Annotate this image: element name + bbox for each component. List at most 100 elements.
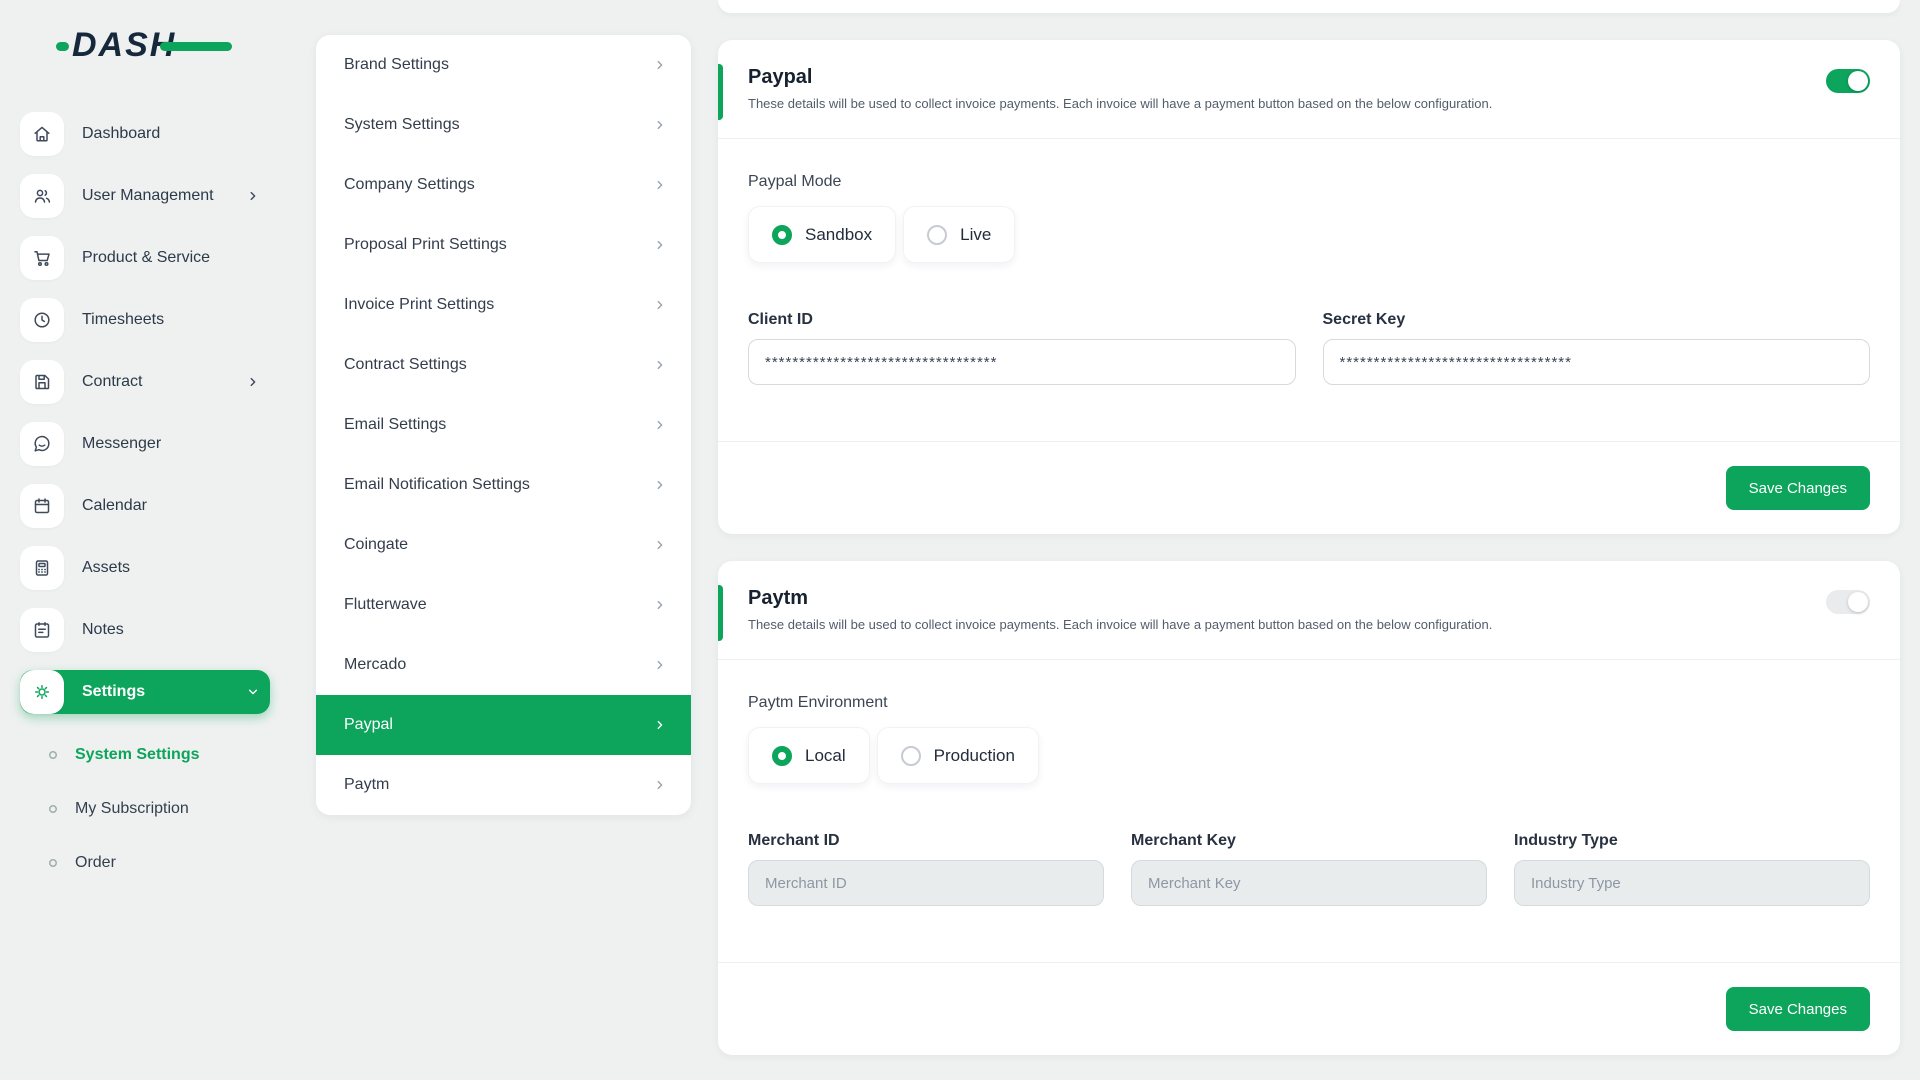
settings-menu-item-coingate[interactable]: Coingate <box>316 515 691 575</box>
sidebar-item-label: Contract <box>82 373 143 390</box>
industry-type-input[interactable] <box>1514 860 1870 906</box>
chevron-right-icon <box>653 478 667 492</box>
paytm-environment-local-option[interactable]: Local <box>748 727 870 784</box>
sidebar-subitem-label: Order <box>75 853 116 871</box>
paytm-panel-footer: Save Changes <box>718 963 1900 1055</box>
sidebar-item-user-management[interactable]: User Management <box>20 174 270 218</box>
client-id-field-group: Client ID <box>748 311 1296 385</box>
secret-key-field-group: Secret Key <box>1322 311 1870 385</box>
paytm-environment-label: Paytm Environment <box>748 694 888 711</box>
radio-selected-icon <box>772 224 792 245</box>
contract-icon <box>20 360 64 404</box>
app-logo[interactable]: DASH <box>56 26 232 66</box>
menu-item-label: Paytm <box>344 776 390 793</box>
sidebar-item-label: Product & Service <box>82 249 211 266</box>
cart-icon <box>20 236 64 280</box>
sidebar-item-messenger[interactable]: Messenger <box>20 422 270 466</box>
sidebar-item-label: Assets <box>82 559 131 576</box>
client-id-input[interactable] <box>748 339 1296 385</box>
paytm-save-button[interactable]: Save Changes <box>1725 987 1870 1031</box>
settings-menu-item-paypal[interactable]: Paypal <box>316 695 691 755</box>
home-icon <box>20 112 64 156</box>
sidebar-subitem-order[interactable]: Order <box>20 846 270 879</box>
paypal-mode-sandbox-option[interactable]: Sandbox <box>748 206 897 263</box>
paypal-panel: Paypal These details will be used to col… <box>718 40 1900 534</box>
settings-menu-item-email-settings[interactable]: Email Settings <box>316 395 691 455</box>
paypal-fields-row: Client ID Secret Key <box>748 311 1870 385</box>
sidebar-subitem-my-subscription[interactable]: My Subscription <box>20 792 270 825</box>
settings-menu-card: Brand Settings System Settings Company S… <box>316 35 691 815</box>
chevron-down-icon <box>246 685 260 699</box>
calendar-icon <box>20 484 64 528</box>
settings-menu-item-system-settings[interactable]: System Settings <box>316 95 691 155</box>
sidebar-item-label: Settings <box>82 683 146 700</box>
settings-menu-item-flutterwave[interactable]: Flutterwave <box>316 575 691 635</box>
radio-option-label: Sandbox <box>805 224 873 244</box>
chevron-right-icon <box>653 238 667 252</box>
settings-sub-nav: System Settings My Subscription Order <box>20 738 270 879</box>
accent-bar <box>718 585 723 641</box>
chevron-right-icon <box>653 538 667 552</box>
sidebar-item-label: User Management <box>82 187 214 204</box>
radio-unselected-icon <box>900 745 921 766</box>
divider <box>718 441 1900 442</box>
paypal-panel-title: Paypal <box>748 66 813 88</box>
paypal-save-button[interactable]: Save Changes <box>1725 466 1870 510</box>
radio-option-label: Live <box>960 224 992 244</box>
client-id-label: Client ID <box>748 311 813 328</box>
sidebar-item-notes[interactable]: Notes <box>20 608 270 652</box>
settings-menu-item-email-notification-settings[interactable]: Email Notification Settings <box>316 455 691 515</box>
settings-menu-item-contract-settings[interactable]: Contract Settings <box>316 335 691 395</box>
paypal-mode-live-option[interactable]: Live <box>903 206 1016 263</box>
main-content: Paypal These details will be used to col… <box>691 0 1920 1080</box>
calculator-icon <box>20 546 64 590</box>
paytm-panel: Paytm These details will be used to coll… <box>718 561 1900 1055</box>
sidebar-item-settings[interactable]: Settings <box>20 670 270 714</box>
previous-card-bottom-edge <box>718 0 1900 13</box>
logo-dot <box>56 42 69 51</box>
sidebar-item-product-service[interactable]: Product & Service <box>20 236 270 280</box>
sidebar-item-timesheets[interactable]: Timesheets <box>20 298 270 342</box>
chevron-right-icon <box>653 778 667 792</box>
menu-item-label: Email Settings <box>344 416 447 433</box>
paypal-panel-description: These details will be used to collect in… <box>748 96 1493 111</box>
sidebar-item-label: Notes <box>82 621 124 638</box>
merchant-key-input[interactable] <box>1131 860 1487 906</box>
paypal-panel-body: Paypal Mode Sandbox Live Client ID Secre… <box>718 139 1900 441</box>
radio-option-label: Production <box>933 745 1015 765</box>
sidebar-item-assets[interactable]: Assets <box>20 546 270 590</box>
paypal-mode-options: Sandbox Live <box>748 206 1870 263</box>
settings-menu-item-brand-settings[interactable]: Brand Settings <box>316 35 691 95</box>
settings-menu-item-proposal-print-settings[interactable]: Proposal Print Settings <box>316 215 691 275</box>
divider <box>718 659 1900 660</box>
sidebar-item-label: Messenger <box>82 435 162 452</box>
settings-menu-item-company-settings[interactable]: Company Settings <box>316 155 691 215</box>
sidebar-item-dashboard[interactable]: Dashboard <box>20 112 270 156</box>
radio-unselected-icon <box>927 224 948 245</box>
settings-menu-item-mercado[interactable]: Mercado <box>316 635 691 695</box>
sidebar-item-contract[interactable]: Contract <box>20 360 270 404</box>
merchant-id-label: Merchant ID <box>748 832 840 849</box>
users-icon <box>20 174 64 218</box>
bullet-circle-icon <box>48 858 58 868</box>
accent-bar <box>718 64 723 120</box>
settings-menu-item-paytm[interactable]: Paytm <box>316 755 691 815</box>
menu-item-label: Flutterwave <box>344 596 427 613</box>
chevron-right-icon <box>653 58 667 72</box>
divider <box>718 138 1900 139</box>
sidebar-item-calendar[interactable]: Calendar <box>20 484 270 528</box>
paypal-mode-label: Paypal Mode <box>748 173 842 190</box>
menu-item-label: Coingate <box>344 536 409 553</box>
sidebar-subitem-system-settings[interactable]: System Settings <box>20 738 270 771</box>
chevron-right-icon <box>653 298 667 312</box>
paypal-enabled-toggle[interactable] <box>1826 69 1870 93</box>
secret-key-input[interactable] <box>1322 339 1870 385</box>
chevron-right-icon <box>246 189 260 203</box>
paytm-enabled-toggle[interactable] <box>1826 590 1870 614</box>
paytm-panel-title: Paytm <box>748 587 809 609</box>
menu-item-label: Email Notification Settings <box>344 476 530 493</box>
merchant-id-input[interactable] <box>748 860 1104 906</box>
paytm-environment-production-option[interactable]: Production <box>876 727 1039 784</box>
settings-menu-item-invoice-print-settings[interactable]: Invoice Print Settings <box>316 275 691 335</box>
logo-text: DASH <box>72 26 177 64</box>
